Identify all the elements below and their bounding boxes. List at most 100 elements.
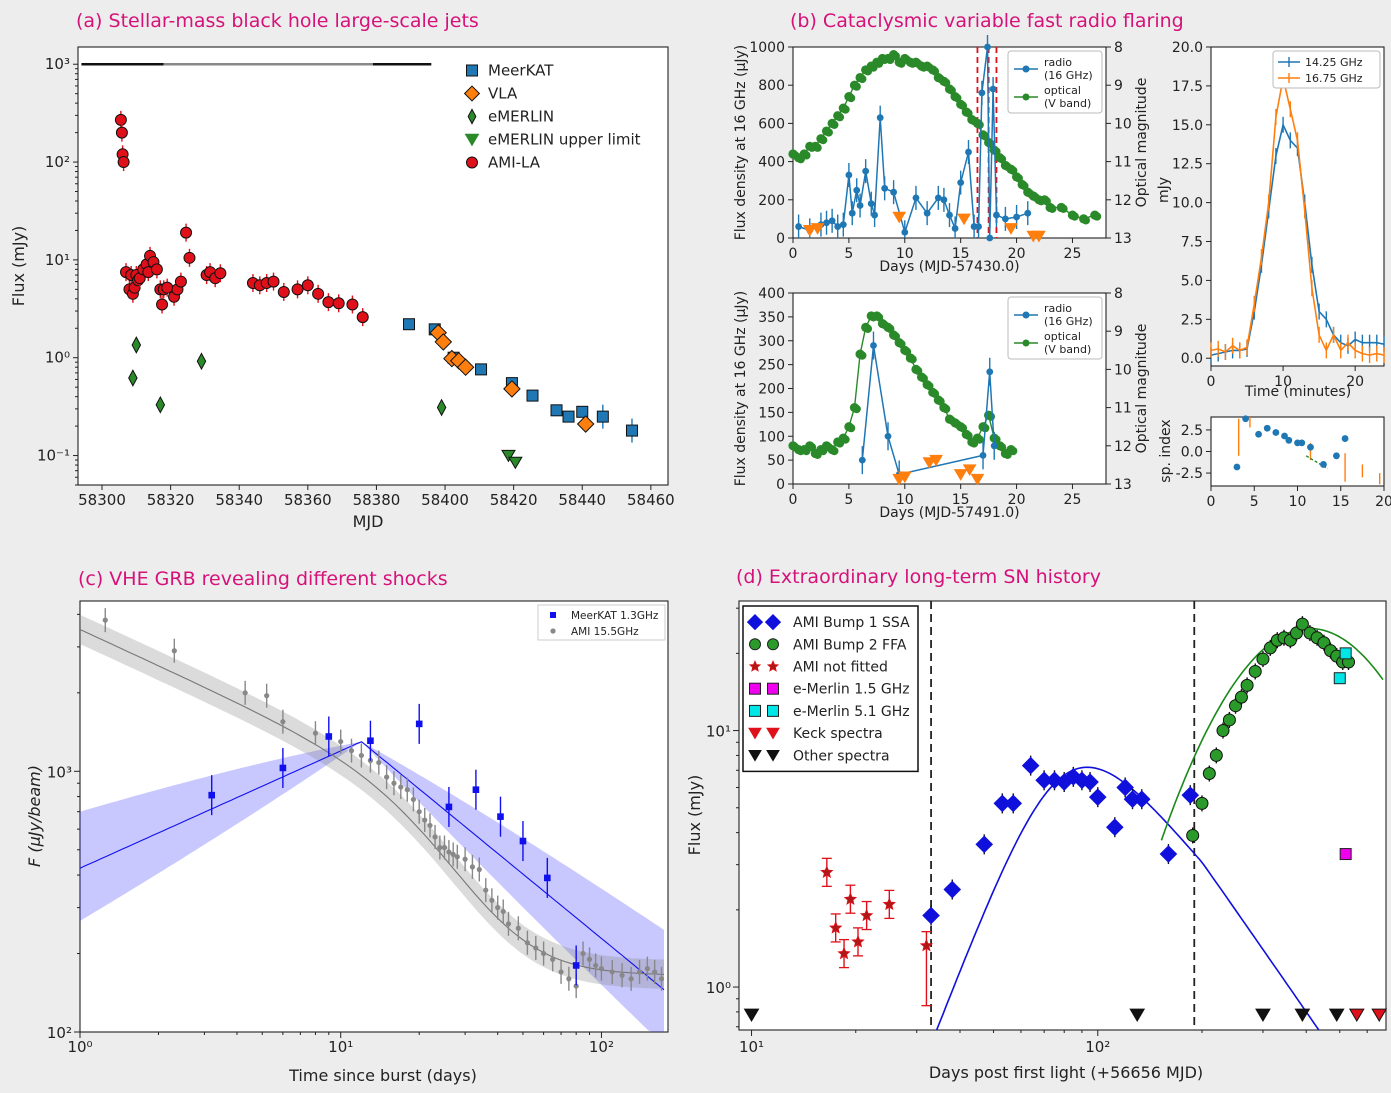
legend-frame: [537, 604, 666, 641]
panel-a-ylabel: Flux (mJy): [9, 226, 28, 307]
ami-not-fitted-point: [843, 892, 858, 905]
radio-point: [990, 442, 998, 450]
ami-bump1-point: [1064, 768, 1083, 786]
ami-bump1-point: [1116, 778, 1134, 797]
x-tick-label: 10²: [589, 1038, 614, 1056]
meerkat-point: [544, 874, 551, 882]
a-point-square: [550, 404, 563, 417]
y-tick-label: 400: [758, 286, 785, 302]
x-tick-label: 58300: [78, 491, 126, 509]
panel-c-axes: [79, 600, 669, 1033]
radio-point: [978, 89, 986, 97]
y-tick-label: 400: [758, 155, 785, 171]
a-point-circle: [117, 156, 130, 169]
radio-point: [848, 209, 856, 217]
a-point-square: [526, 389, 539, 402]
x-tick-label: 0: [1207, 494, 1216, 510]
spectral-index-point: [1341, 435, 1349, 442]
ami-point: [280, 719, 286, 725]
panel-b1-y2label: Optical magnitude: [1134, 78, 1150, 208]
x-tick-label: 58360: [284, 491, 332, 509]
ami-point: [171, 648, 177, 654]
spectrum-marker: [1328, 1008, 1345, 1023]
legend-swatch: [748, 727, 762, 740]
legend-swatch: [1022, 311, 1030, 319]
y-tick-label: 10³: [45, 55, 70, 73]
ami-bump2-point: [1209, 748, 1223, 762]
optical-point: [835, 112, 845, 122]
model-line: [79, 741, 665, 991]
spectral-index-point: [1272, 429, 1280, 436]
optical-point: [941, 404, 951, 414]
ami-point: [533, 945, 539, 951]
ami-bump2-point: [1290, 626, 1304, 640]
ami-bump2-point: [1256, 652, 1270, 666]
y-tick-label: 12.5: [1172, 157, 1203, 173]
ami-point: [437, 844, 443, 851]
ami-bump1-point: [943, 880, 962, 899]
legend-label: eMERLIN upper limit: [488, 131, 641, 149]
panel-d-title: (d) Extraordinary long-term SN history: [736, 566, 1101, 588]
ami-not-fitted-point: [882, 897, 896, 911]
y-tick-label: 0.0: [1181, 351, 1203, 367]
y-tick-label: 1000: [749, 40, 785, 56]
radio-point: [1013, 213, 1020, 221]
legend-swatch: [767, 682, 779, 695]
panel-b4-axes: [1210, 416, 1385, 487]
ami-point: [500, 908, 506, 915]
ami-point: [338, 738, 344, 745]
ami-point: [450, 851, 456, 857]
a-point-circle: [346, 298, 359, 311]
radio-upper-limit: [970, 473, 985, 486]
ami-bump2-point: [1222, 713, 1236, 727]
ami-point: [398, 784, 404, 790]
legend-swatch: [749, 682, 761, 695]
ami-point: [462, 856, 468, 862]
y-tick-label: 10⁰: [706, 979, 731, 997]
radio-point: [986, 234, 994, 242]
spectral-index-point: [1242, 415, 1249, 423]
panel-b1-ylabel: Flux density at 16 GHz (μJy): [733, 45, 749, 241]
y-tick-label: -2.5: [1176, 466, 1203, 482]
a-point-diamond: [576, 415, 595, 433]
ami-point: [432, 834, 438, 840]
ami-bump1-point: [1004, 794, 1023, 813]
a-point-square: [576, 405, 589, 418]
radio-upper-limit: [897, 471, 912, 484]
spectral-index-point: [1333, 452, 1340, 460]
radio-point: [858, 456, 866, 464]
spectral-index-point: [1307, 443, 1314, 451]
legend-swatch: [1022, 339, 1030, 347]
panel-c-ylabel: F (μJy/beam): [25, 765, 44, 867]
a-point-circle: [114, 113, 127, 126]
optical-point: [1059, 204, 1068, 214]
y2-tick-label: 10: [1114, 116, 1132, 132]
spectral-index-point: [1263, 424, 1271, 432]
panel-b2-xlabel: Days (MJD-57491.0): [879, 505, 1019, 521]
ami-point: [566, 976, 572, 982]
radio-point: [871, 211, 879, 219]
a-point-circle: [291, 283, 304, 296]
radio-point: [912, 194, 920, 202]
panel-b3-xlabel: Time (minutes): [1244, 384, 1351, 400]
radio-upper-limit: [802, 225, 817, 237]
radio-point: [965, 148, 972, 156]
y-tick-label: 2.5: [1181, 423, 1203, 439]
ami-bump2-point: [1295, 617, 1309, 631]
legend-swatch: [767, 704, 779, 717]
a-point-circle: [150, 263, 163, 276]
legend-label: radio: [1044, 56, 1072, 69]
a-point-circle: [180, 226, 193, 239]
x-tick-label: 20: [1008, 246, 1026, 262]
x-tick-label: 5: [1250, 494, 1259, 510]
y2-tick-label: 13: [1114, 231, 1132, 247]
x-tick-label: 58340: [215, 491, 263, 509]
spectral-index-point: [1298, 439, 1306, 447]
y-tick-label: 10²: [45, 153, 70, 171]
legend-swatch: [764, 613, 782, 631]
ami-bump1-point: [1088, 788, 1107, 806]
a-point-circle: [322, 296, 335, 309]
ami-point: [404, 787, 410, 793]
optical-point: [975, 120, 984, 129]
x-tick-label: 15: [1332, 494, 1350, 510]
